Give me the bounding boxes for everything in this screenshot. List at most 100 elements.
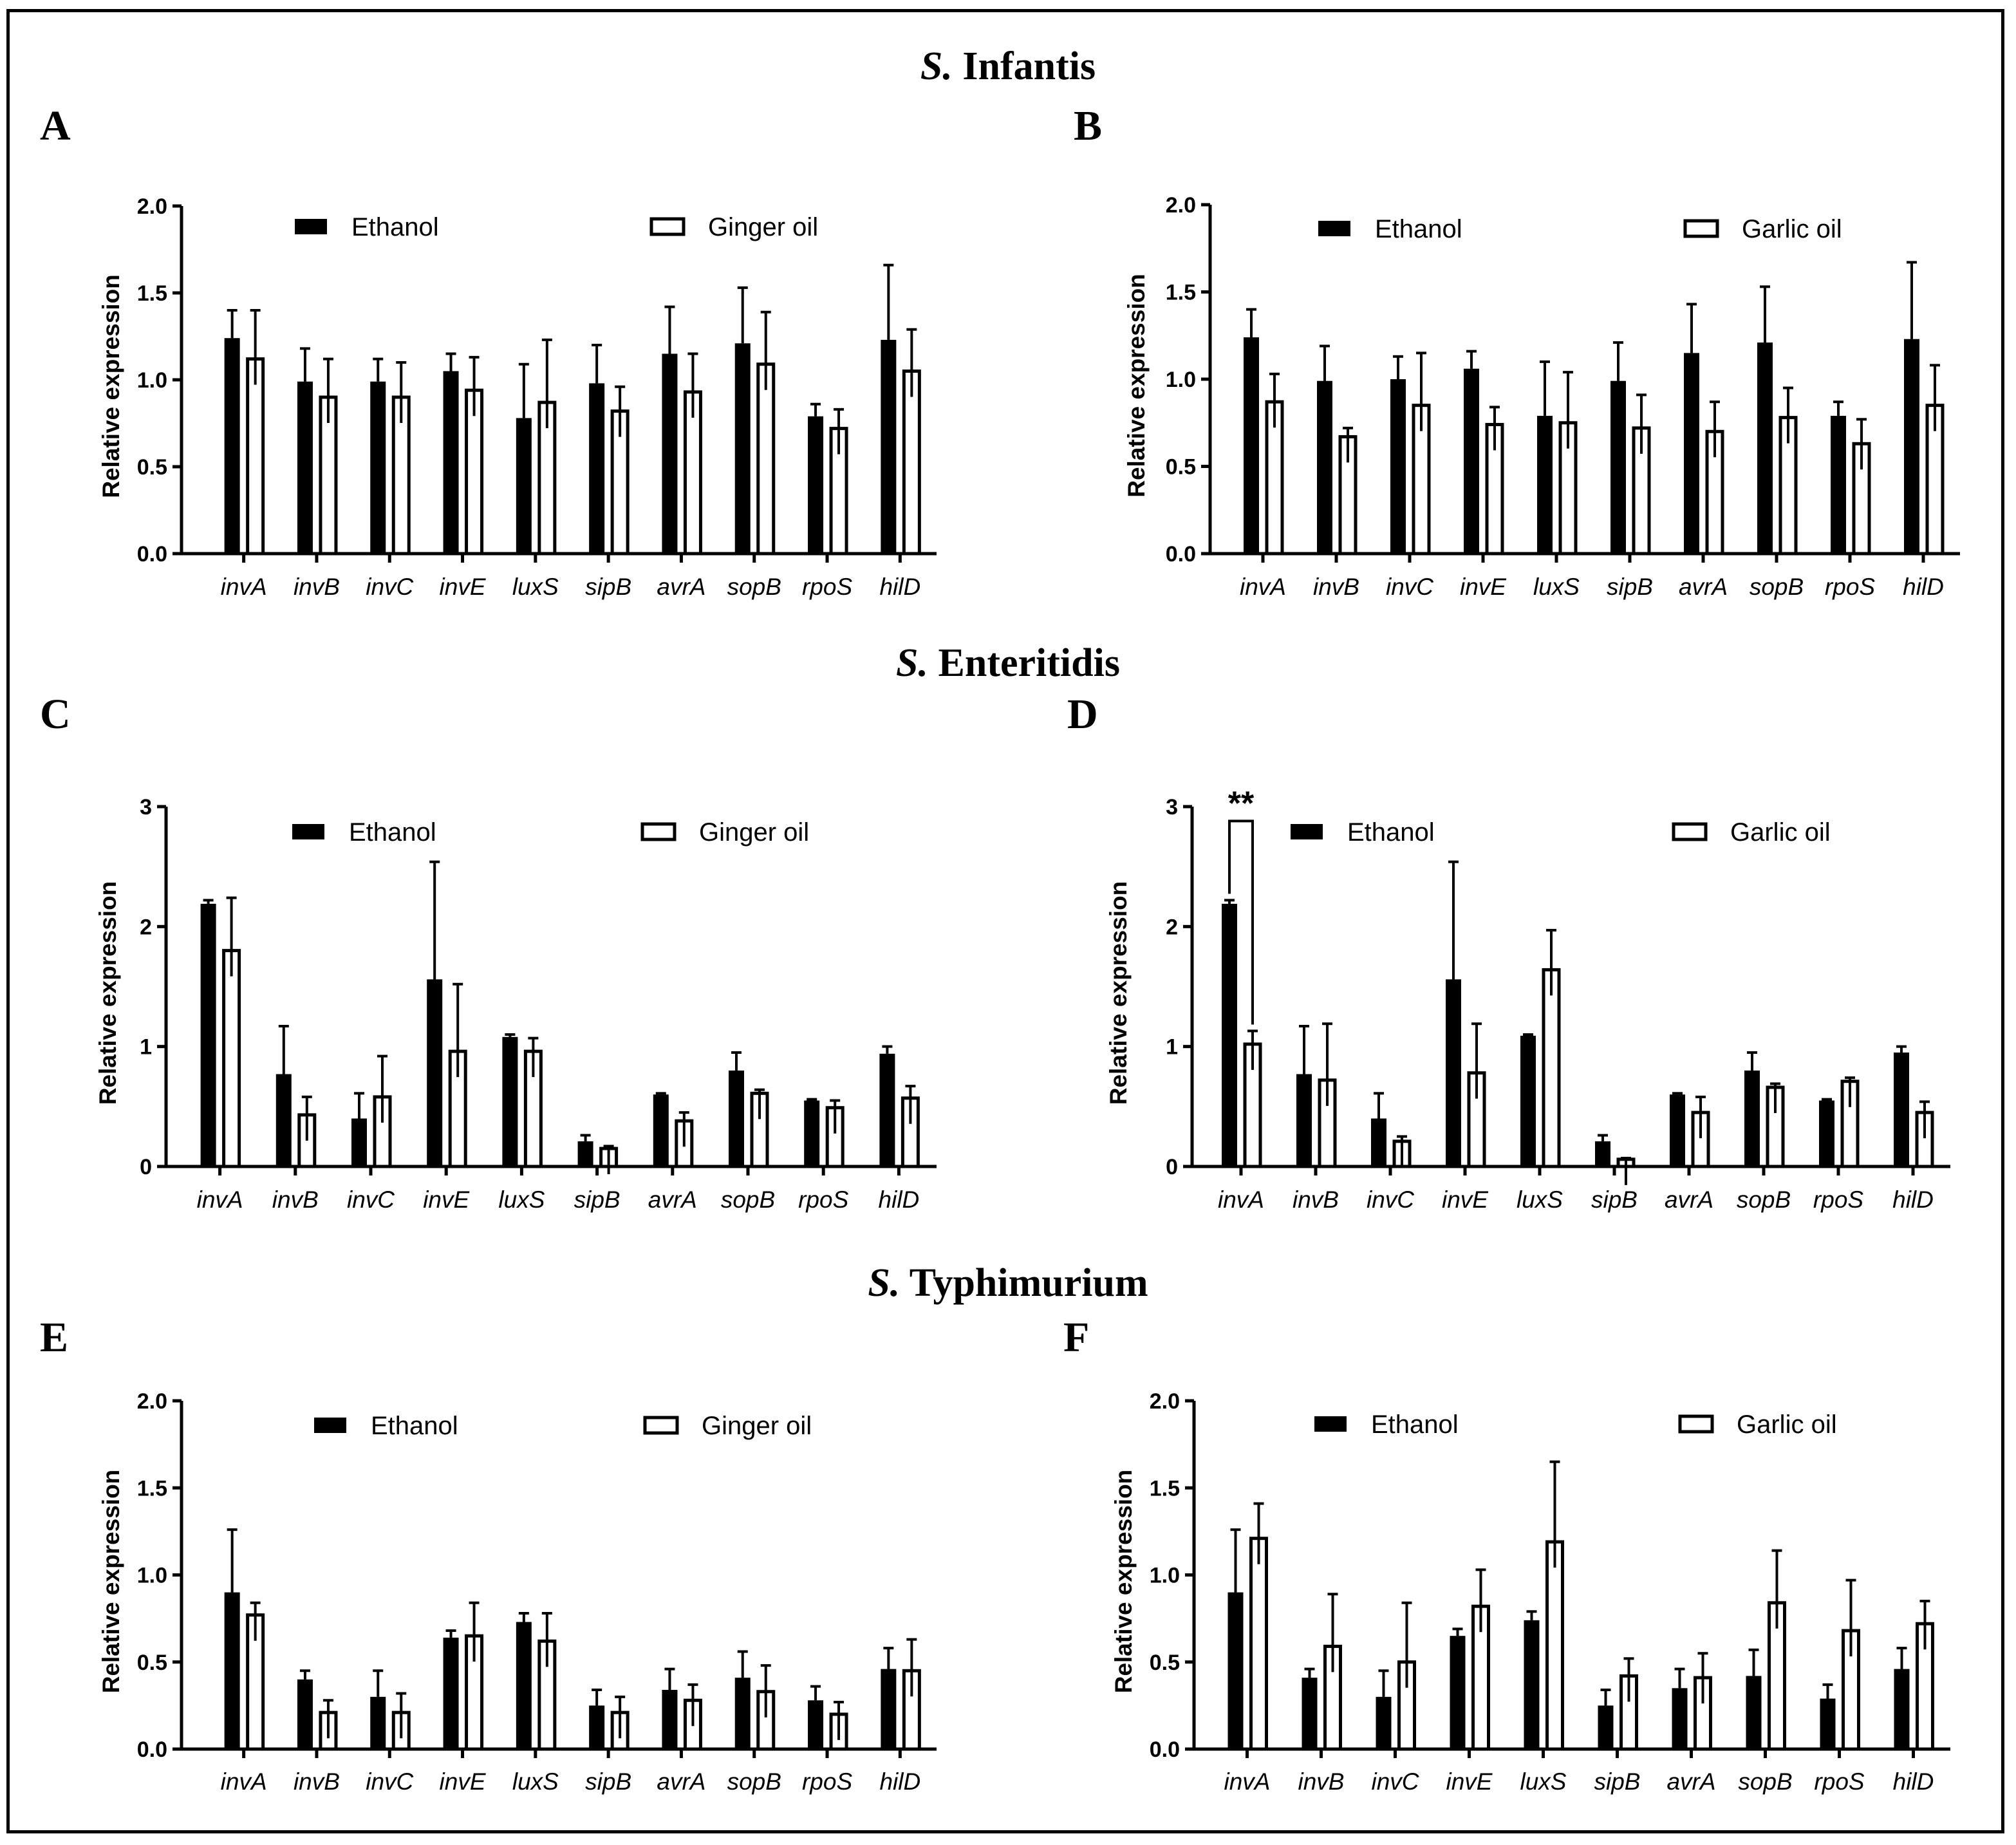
- x-category-label: invE: [1442, 1186, 1489, 1213]
- ethanol-bar: [1244, 337, 1259, 554]
- x-category-label: invB: [294, 574, 340, 600]
- y-tick-label: 3: [1166, 795, 1178, 819]
- ethanol-bar: [662, 353, 678, 554]
- y-tick-label: 0: [140, 1155, 152, 1179]
- x-category-label: luxS: [1517, 1186, 1563, 1213]
- ethanol-bar: [734, 343, 751, 554]
- panel-letter-e: E: [40, 1314, 69, 1361]
- legend-oil-label: Garlic oil: [1737, 1410, 1837, 1439]
- chart-panel-d: 0 1 2 3 Relative expression invA invB invC invE l…: [1105, 785, 1950, 1213]
- x-category-label: avrA: [1679, 574, 1728, 600]
- ethanol-bar: [1831, 415, 1846, 554]
- x-category-label: avrA: [648, 1186, 697, 1213]
- x-category-label: invB: [1298, 1768, 1345, 1795]
- y-tick-label: 0.0: [1150, 1737, 1180, 1762]
- y-axis-label: Relative expression: [1105, 881, 1132, 1105]
- x-category-label: sipB: [1594, 1768, 1641, 1795]
- legend-oil-label: Garlic oil: [1730, 818, 1831, 847]
- ethanol-bar: [1317, 380, 1332, 554]
- y-tick-label: 0.5: [137, 1651, 167, 1675]
- ethanol-bar: [1376, 1696, 1392, 1749]
- x-category-label: hilD: [879, 574, 920, 600]
- x-category-label: invA: [221, 1768, 267, 1795]
- legend-ethanol-label: Ethanol: [349, 818, 436, 847]
- ethanol-bar: [370, 381, 386, 554]
- ethanol-bar: [224, 338, 240, 554]
- ethanol-bar: [297, 1679, 313, 1749]
- ethanol-bar: [881, 1669, 897, 1749]
- panel-letter-b: B: [1074, 102, 1103, 149]
- y-tick-label: 2: [140, 915, 152, 939]
- ethanol-bar: [1746, 1676, 1762, 1749]
- y-tick-label: 1.5: [137, 281, 167, 306]
- y-tick-label: 1.5: [137, 1476, 167, 1501]
- y-axis-label: Relative expression: [98, 1470, 124, 1694]
- ethanol-bar: [589, 383, 605, 554]
- y-axis-label: Relative expression: [1123, 274, 1150, 498]
- legend-oil-label: Garlic oil: [1742, 215, 1842, 243]
- y-tick-label: 3: [140, 795, 152, 819]
- ethanol-bar: [1820, 1698, 1836, 1749]
- ethanol-bar: [1744, 1070, 1760, 1166]
- x-category-label: rpoS: [1814, 1768, 1864, 1795]
- oil-bar: [902, 370, 921, 556]
- ethanol-bar: [1894, 1052, 1909, 1166]
- oil-bar: [1542, 968, 1561, 1168]
- x-category-label: hilD: [1903, 574, 1944, 600]
- y-tick-label: 1: [140, 1035, 152, 1060]
- ethanol-bar: [200, 903, 216, 1166]
- ethanol-bar: [653, 1094, 669, 1166]
- section-name: Infantis: [962, 44, 1096, 88]
- y-tick-label: 1.5: [1150, 1476, 1180, 1501]
- x-category-label: luxS: [1533, 574, 1580, 600]
- x-category-label: sopB: [1738, 1768, 1792, 1795]
- ethanol-bar: [1537, 415, 1553, 554]
- legend-oil-swatch: [1683, 219, 1719, 238]
- ethanol-bar: [577, 1141, 593, 1166]
- significance-label: **: [1228, 785, 1255, 822]
- x-category-label: sopB: [727, 1768, 781, 1795]
- x-category-label: invC: [366, 574, 413, 600]
- x-category-label: rpoS: [1825, 574, 1875, 600]
- x-category-label: invB: [1313, 574, 1359, 600]
- legend-oil-swatch: [643, 1416, 679, 1435]
- ethanol-bar: [1222, 903, 1237, 1166]
- x-category-label: invE: [440, 574, 487, 600]
- section-title-enteritidis: S. Enteritidis: [0, 641, 2016, 686]
- ethanol-bar: [370, 1696, 386, 1749]
- x-category-label: sipB: [585, 1768, 631, 1795]
- x-category-label: sipB: [1607, 574, 1653, 600]
- y-axis-label: Relative expression: [1110, 1470, 1137, 1694]
- x-category-label: hilD: [1892, 1186, 1934, 1213]
- y-tick-label: 1: [1166, 1035, 1178, 1060]
- y-tick-label: 2.0: [137, 1389, 167, 1414]
- x-category-label: sipB: [1591, 1186, 1638, 1213]
- x-category-label: invC: [366, 1768, 413, 1795]
- chart-panel-c: 0 1 2 3 Relative expression invA invB invC invE l…: [95, 795, 937, 1213]
- ethanol-bar: [297, 381, 313, 554]
- y-axis-label: Relative expression: [98, 274, 124, 498]
- y-tick-label: 0.5: [1166, 455, 1196, 480]
- x-category-label: invB: [1293, 1186, 1339, 1213]
- x-category-label: invB: [272, 1186, 319, 1213]
- legend-oil-label: Ginger oil: [699, 818, 809, 847]
- y-tick-label: 1.0: [1166, 368, 1196, 392]
- ethanol-bar: [729, 1070, 744, 1166]
- ethanol-bar: [1520, 1035, 1536, 1166]
- ethanol-bar: [516, 1622, 532, 1749]
- y-tick-label: 1.0: [137, 1564, 167, 1588]
- ethanol-bar: [808, 1700, 824, 1749]
- x-category-label: sopB: [727, 574, 781, 600]
- x-category-label: invE: [423, 1186, 470, 1213]
- oil-bar: [465, 388, 484, 556]
- x-category-label: invC: [347, 1186, 395, 1213]
- legend-ethanol-label: Ethanol: [1375, 215, 1462, 243]
- ethanol-bar: [1450, 1636, 1466, 1749]
- chart-panel-b: 0.0 0.5 1.0 1.5 2.0 Relative expression invA in…: [1123, 193, 1960, 600]
- x-category-label: avrA: [1665, 1186, 1713, 1213]
- legend-oil-swatch: [1672, 822, 1708, 841]
- ethanol-bar: [1670, 1094, 1685, 1166]
- ethanol-bar: [1757, 342, 1773, 554]
